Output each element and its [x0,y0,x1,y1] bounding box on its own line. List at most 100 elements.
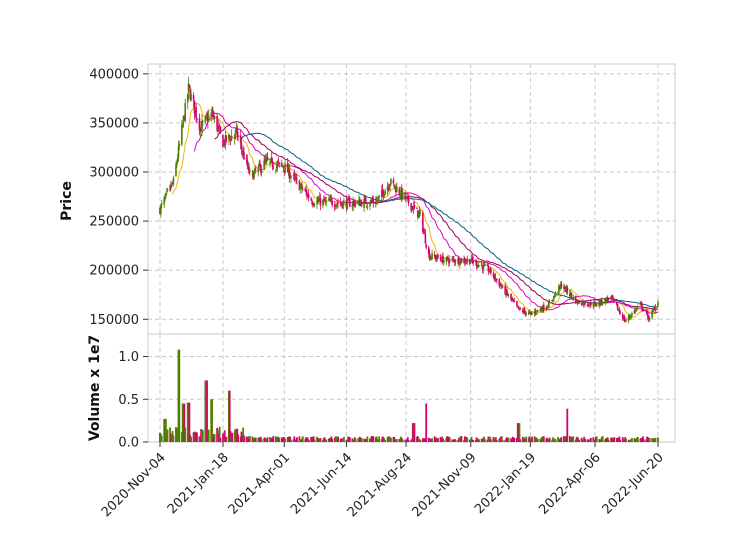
volume-bar [190,437,192,442]
volume-bar [206,380,208,442]
candle-body [428,253,431,260]
candle-body [336,203,338,205]
candle-body [584,302,586,305]
candle-body [412,205,415,211]
volume-bar [266,437,269,442]
volume-bar [253,437,255,442]
volume-bar [463,436,466,442]
volume-bar [495,440,498,442]
candle-body [605,297,608,302]
x-tick-label: 2022-Jun-20 [600,450,667,517]
volume-bar [525,436,528,442]
candle-body [354,203,357,205]
candle-body [519,308,522,310]
candle-body [352,201,354,207]
candle-body [604,298,606,304]
candle-body [270,158,272,163]
volume-bar [657,437,659,442]
candle-body [510,293,512,300]
candle-body [640,302,643,305]
candle-body [275,165,278,169]
candle-body [351,205,354,208]
volume-tick-label: 1.0 [118,350,139,365]
candle-body [422,231,425,233]
volume-bar [311,436,313,442]
candle-body [653,308,655,311]
candle-body [469,261,472,264]
candle-body [329,199,332,201]
candle-body [177,146,180,158]
candle-body [624,320,627,322]
candle-body [527,312,530,315]
candle-body [389,184,391,187]
candle-body [401,191,404,198]
candle-body [270,157,273,160]
volume-bar [325,439,328,442]
candle-body [437,256,439,258]
candle-body [489,268,491,271]
candle-body [370,200,373,202]
price-y-ticks: 150000 200000 250000 300000 350000 400000 [89,67,148,328]
volume-y-ticks: 0.0 0.5 1.0 [118,350,148,451]
candle-body [518,307,521,310]
candle-body [319,198,322,206]
candle-body [411,206,413,211]
candle-body [277,161,280,163]
candle-body [325,200,328,202]
candle-body [206,116,208,118]
candle-body [575,299,578,304]
volume-bar [607,439,610,442]
candle-body [313,205,316,207]
candle-body [387,186,390,189]
candlesticks [159,76,659,324]
candle-body [369,200,372,204]
volume-bar [566,408,569,442]
volume-bar [183,403,186,442]
candle-body [366,205,369,207]
candle-body [507,294,510,296]
volume-bar [366,436,369,442]
candle-body [566,287,569,293]
candle-body [254,168,256,171]
candle-body [204,116,207,122]
candle-body [558,285,560,294]
candle-body [381,188,384,193]
candle-body [500,287,503,289]
candle-body [423,232,426,234]
candle-body [607,298,610,300]
candle-body [611,295,613,297]
candle-body [506,288,508,294]
volume-bar [407,440,410,442]
candle-body [557,292,559,293]
volume-bar [578,439,580,442]
candle-body [529,312,532,314]
candle-body [217,125,220,128]
volume-bar [237,434,240,442]
candle-body [472,260,475,263]
candle-body [299,185,302,190]
candle-body [287,167,290,174]
candle-body [243,152,245,160]
candle-body [645,309,648,312]
candle-body [165,191,168,193]
price-tick-label: 150000 [89,313,139,328]
candle-body [618,309,621,313]
candle-body [553,295,555,300]
candle-body [606,298,609,300]
candle-body [181,123,184,126]
volume-bar [354,438,357,442]
volume-tick-label: 0.5 [118,393,139,408]
candle-body [545,307,548,310]
candle-body [542,304,545,310]
candle-body [616,304,619,311]
candle-body [342,201,344,209]
candle-body [295,178,297,181]
candle-body [534,310,537,314]
candle-body [276,163,279,166]
candle-body [600,299,602,305]
candle-body [617,310,620,311]
candle-body [516,300,518,306]
candle-body [246,159,249,167]
candle-body [184,103,186,122]
candle-body [427,247,430,255]
